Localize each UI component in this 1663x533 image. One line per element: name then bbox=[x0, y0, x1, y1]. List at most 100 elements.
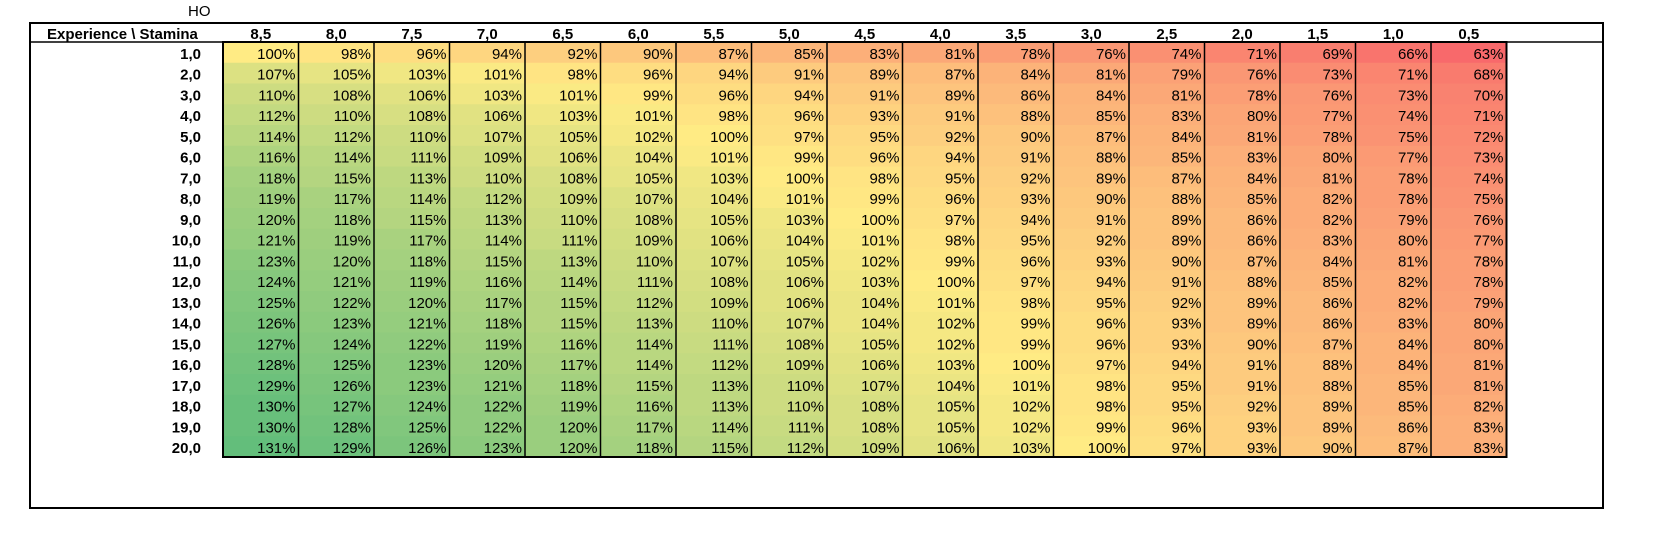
column-header: 1,0 bbox=[1383, 26, 1404, 43]
heatmap-cell bbox=[902, 208, 979, 230]
heatmap-cell bbox=[751, 270, 828, 292]
cell-value: 113% bbox=[636, 316, 673, 333]
heatmap-cell bbox=[1431, 270, 1508, 292]
heatmap-cell bbox=[1129, 145, 1206, 168]
cell-value: 80% bbox=[1473, 316, 1503, 333]
heatmap-cell bbox=[1355, 353, 1432, 375]
cell-value: 106% bbox=[861, 357, 899, 374]
heatmap-cell bbox=[449, 187, 526, 209]
heatmap-cell bbox=[827, 291, 904, 313]
heatmap-cell bbox=[902, 394, 979, 417]
heatmap-cell bbox=[525, 208, 602, 230]
cell-value: 120% bbox=[408, 295, 446, 312]
heatmap-cell bbox=[978, 145, 1055, 168]
heatmap-cell bbox=[902, 332, 979, 354]
cell-value: 79% bbox=[1171, 67, 1201, 84]
cell-value: 115% bbox=[711, 440, 748, 457]
heatmap-cell bbox=[676, 374, 753, 396]
cell-value: 109% bbox=[559, 191, 597, 208]
cell-value: 115% bbox=[485, 253, 522, 270]
heatmap-cell bbox=[223, 291, 300, 313]
cell-value: 85% bbox=[1322, 274, 1352, 291]
cell-value: 110% bbox=[334, 108, 371, 125]
cell-value: 85% bbox=[1096, 108, 1126, 125]
cell-value: 89% bbox=[945, 87, 975, 104]
heatmap-cell bbox=[1280, 332, 1357, 354]
heatmap-cell bbox=[1280, 104, 1357, 126]
cell-value: 93% bbox=[869, 108, 899, 125]
cell-value: 121% bbox=[257, 233, 295, 250]
cell-value: 80% bbox=[1322, 150, 1352, 167]
heatmap-cell bbox=[978, 42, 1055, 64]
heatmap-cell bbox=[1355, 374, 1432, 396]
heatmap-cell bbox=[1355, 62, 1432, 85]
cell-value: 121% bbox=[333, 274, 371, 291]
cell-value: 105% bbox=[937, 399, 975, 416]
cell-value: 92% bbox=[945, 129, 975, 146]
cell-value: 114% bbox=[334, 150, 371, 167]
cell-value: 109% bbox=[635, 233, 673, 250]
heatmap-cell bbox=[676, 187, 753, 209]
cell-value: 110% bbox=[409, 129, 446, 146]
heatmap-cell bbox=[978, 249, 1055, 271]
heatmap-cell bbox=[1204, 436, 1281, 458]
cell-value: 114% bbox=[409, 191, 446, 208]
heatmap-cell bbox=[978, 353, 1055, 375]
heatmap-cell bbox=[298, 145, 375, 168]
heatmap-cell bbox=[374, 353, 451, 375]
heatmap-cell bbox=[1355, 83, 1432, 105]
heatmap-cell bbox=[600, 270, 677, 292]
cell-value: 83% bbox=[1171, 108, 1201, 125]
column-header: 7,0 bbox=[477, 26, 498, 43]
heatmap-cell bbox=[1204, 415, 1281, 437]
cell-value: 101% bbox=[635, 108, 673, 125]
row-header: 8,0 bbox=[180, 191, 201, 208]
heatmap-cell bbox=[1280, 125, 1357, 147]
heatmap-cell bbox=[1355, 332, 1432, 354]
cell-value: 99% bbox=[1020, 336, 1050, 353]
heatmap-cell bbox=[1053, 249, 1130, 271]
heatmap-cell bbox=[978, 166, 1055, 188]
cell-value: 123% bbox=[484, 440, 522, 457]
heatmap-cell bbox=[827, 145, 904, 168]
cell-value: 90% bbox=[1322, 440, 1352, 457]
cell-value: 103% bbox=[408, 67, 446, 84]
heatmap-cell bbox=[1355, 42, 1432, 64]
cell-value: 117% bbox=[485, 295, 522, 312]
cell-value: 89% bbox=[1247, 295, 1277, 312]
heatmap-cell bbox=[449, 415, 526, 437]
heatmap-cell bbox=[223, 249, 300, 271]
cell-value: 91% bbox=[869, 87, 899, 104]
cell-value: 96% bbox=[1096, 316, 1126, 333]
cell-value: 94% bbox=[1020, 212, 1050, 229]
cell-value: 82% bbox=[1398, 295, 1428, 312]
heatmap-cell bbox=[298, 394, 375, 417]
cell-value: 69% bbox=[1322, 46, 1352, 63]
cell-value: 101% bbox=[559, 87, 597, 104]
cell-value: 106% bbox=[937, 440, 975, 457]
heatmap-cell bbox=[1280, 374, 1357, 396]
heatmap-cell bbox=[1431, 436, 1508, 458]
cell-value: 90% bbox=[1247, 336, 1277, 353]
heatmap-cell bbox=[1129, 228, 1206, 251]
cell-value: 95% bbox=[1096, 295, 1126, 312]
row-header: 5,0 bbox=[180, 129, 201, 146]
heatmap-cell bbox=[676, 208, 753, 230]
cell-value: 105% bbox=[559, 129, 597, 146]
column-header: 0,5 bbox=[1458, 26, 1479, 43]
cell-value: 114% bbox=[636, 336, 673, 353]
row-header: 14,0 bbox=[172, 316, 201, 333]
cell-value: 114% bbox=[711, 419, 748, 436]
heatmap-cell bbox=[902, 125, 979, 147]
cell-value: 120% bbox=[257, 212, 295, 229]
cell-value: 83% bbox=[1322, 233, 1352, 250]
heatmap-cell bbox=[1204, 374, 1281, 396]
heatmap-cell bbox=[600, 166, 677, 188]
cell-value: 91% bbox=[945, 108, 975, 125]
heatmap-cell bbox=[751, 104, 828, 126]
heatmap-cell bbox=[1053, 374, 1130, 396]
heatmap-cell bbox=[1129, 332, 1206, 354]
heatmap-cell bbox=[298, 291, 375, 313]
heatmap-cell bbox=[449, 249, 526, 271]
cell-value: 101% bbox=[1012, 378, 1050, 395]
